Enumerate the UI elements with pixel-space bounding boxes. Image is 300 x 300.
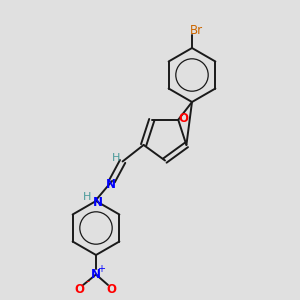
Text: H: H <box>112 153 120 163</box>
Text: O: O <box>74 283 85 296</box>
Text: +: + <box>98 264 105 274</box>
Text: Br: Br <box>190 23 203 37</box>
Text: O: O <box>178 112 189 125</box>
Text: H: H <box>83 193 92 202</box>
Text: O: O <box>106 283 116 296</box>
Text: -: - <box>85 276 89 286</box>
Text: N: N <box>93 196 103 209</box>
Text: N: N <box>91 268 101 281</box>
Text: N: N <box>106 178 116 191</box>
